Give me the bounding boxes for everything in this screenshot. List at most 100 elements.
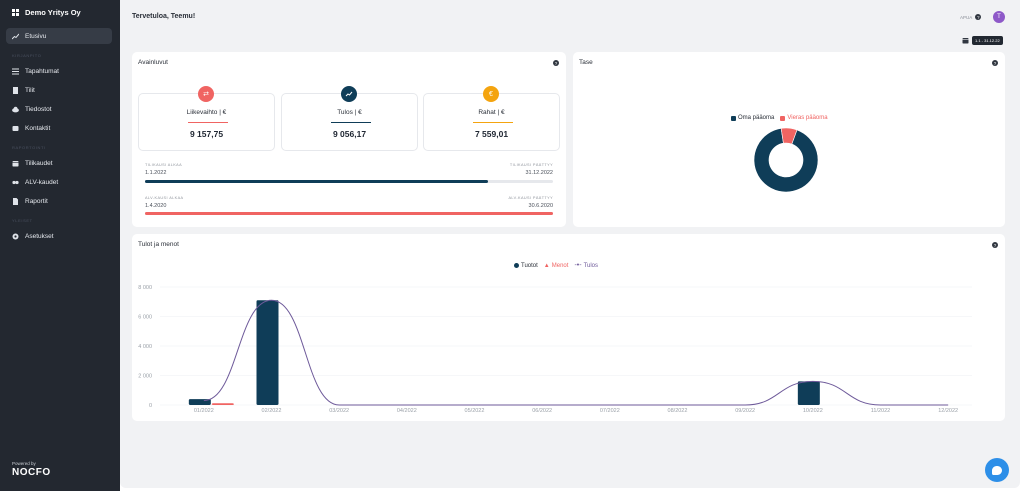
kpi-value: 9 157,75 (189, 129, 224, 139)
nocfo-logo: NOCFO (12, 467, 51, 478)
line-dot-icon: -•- (574, 262, 582, 269)
donut-slice[interactable] (753, 128, 819, 193)
legend-label: Tuotot (521, 262, 538, 269)
kpi-tulos: Tulos | € 9 056,17 (281, 86, 418, 151)
bar-tuotot[interactable] (256, 300, 279, 405)
x-tick-label: 12/2022 (938, 408, 958, 414)
sidebar-item-alv-kaudet[interactable]: ALV-kaudet (6, 174, 112, 190)
x-tick-label: 02/2022 (262, 408, 282, 414)
sidebar-item-label: Kontaktit (25, 124, 51, 132)
kpi-label: Rahat | € (478, 109, 505, 116)
card-title: Tulot ja menot (138, 241, 179, 248)
sidebar-item-tilit[interactable]: Tilit (6, 82, 112, 98)
question-icon[interactable]: ? (553, 60, 559, 66)
vat-end: 30.6.2020 (528, 203, 553, 209)
sidebar-item-tiedostot[interactable]: Tiedostot (6, 101, 112, 117)
vat-end-label: ALV-KAUSI PÄÄTTYY (508, 196, 553, 200)
period-end: 31.12.2022 (525, 170, 553, 176)
chart-legend: Tuotot ▲ Menot -•- Tulos (514, 262, 598, 269)
kpi-value: 7 559,01 (474, 129, 509, 139)
vat-progress-track (145, 212, 553, 215)
period-start: 1.1.2022 (145, 170, 167, 176)
legend-swatch (780, 115, 786, 121)
kpi-label: Liikevaihto | € (186, 109, 227, 116)
kpi-underline (331, 122, 371, 123)
x-tick-label: 03/2022 (329, 408, 349, 414)
page-title: Tervetuloa, Teemu! (132, 13, 196, 20)
vat-start: 1.4.2020 (145, 203, 167, 209)
x-tick-label: 09/2022 (735, 408, 755, 414)
chat-icon (992, 465, 1002, 475)
x-tick-label: 10/2022 (803, 408, 823, 414)
sidebar-item-tilikaudet[interactable]: Tilikaudet (6, 155, 112, 171)
list-icon (12, 68, 19, 75)
help-label: APUA (960, 14, 973, 20)
question-icon[interactable]: ? (992, 242, 998, 248)
question-icon: ? (975, 14, 982, 20)
gear-icon (12, 233, 19, 240)
sidebar-item-tapahtumat[interactable]: Tapahtumat (6, 63, 112, 79)
trend-icon (341, 86, 357, 102)
x-tick-label: 06/2022 (532, 408, 552, 414)
calendar-icon[interactable] (962, 37, 969, 44)
calendar-icon (12, 160, 19, 167)
legend-item[interactable]: Vieras pääoma (780, 115, 828, 121)
sidebar-item-etusivu[interactable]: Etusivu (6, 28, 112, 44)
section-label: YLEISET (12, 218, 33, 223)
euro-icon: € (483, 86, 499, 102)
income-expenses-chart: 0 2 000 4 000 6 000 8 000 01/2022 02/2022 03/20… (138, 285, 972, 414)
kpi-label: Tulos | € (337, 109, 362, 116)
card-title: Avainluvut (138, 59, 168, 66)
key-figures-card: Avainluvut ? ⇄ Liikevaihto | € 9 157,75 … (132, 52, 566, 227)
sidebar-item-label: Tapahtumat (25, 67, 59, 75)
balance-card: Tase ? Oma pääoma Vieras pääoma (573, 52, 1005, 227)
help-link[interactable]: APUA ? (960, 14, 982, 20)
legend-label: Oma pääoma (738, 115, 775, 121)
balance-donut-chart (753, 127, 819, 193)
report-icon (12, 197, 19, 205)
section-label: RAPORTOINTI (12, 145, 46, 150)
kpi-liikevaihto: ⇄ Liikevaihto | € 9 157,75 (138, 86, 275, 151)
legend-label: Menot (551, 262, 569, 269)
sidebar-item-label: Raportit (25, 197, 48, 205)
x-tick-label: 11/2022 (871, 408, 890, 414)
period-progress-fill (145, 180, 488, 183)
legend-item[interactable]: ▲ Menot (544, 263, 569, 269)
sidebar-item-asetukset[interactable]: Asetukset (6, 228, 112, 244)
bar-tuotot[interactable] (797, 381, 820, 405)
company-name: Demo Yritys Oy (25, 8, 81, 17)
sidebar-item-label: Tiedostot (25, 105, 52, 113)
avatar[interactable]: T (993, 11, 1005, 23)
x-tick-label: 01/2022 (194, 408, 214, 414)
y-tick-label: 2 000 (138, 374, 152, 380)
legend-item[interactable]: Tuotot (514, 263, 538, 269)
company-switcher[interactable]: Demo Yritys Oy (12, 8, 81, 17)
x-tick-label: 05/2022 (465, 408, 485, 414)
legend-item[interactable]: Oma pääoma (731, 115, 774, 121)
sidebar-item-raportit[interactable]: Raportit (6, 193, 112, 209)
kpi-underline (473, 122, 513, 123)
x-tick-label: 04/2022 (397, 408, 417, 414)
y-tick-label: 0 (149, 403, 152, 409)
y-tick-label: 6 000 (138, 315, 152, 321)
bar-menot[interactable] (211, 403, 234, 405)
period-progress-track (145, 180, 553, 183)
y-tick-label: 4 000 (138, 344, 152, 350)
sidebar-item-label: Etusivu (25, 32, 47, 40)
donut-slice[interactable] (780, 127, 798, 145)
x-tick-label: 08/2022 (668, 408, 688, 414)
balance-legend: Oma pääoma Vieras pääoma (731, 115, 828, 121)
sidebar-item-kontaktit[interactable]: Kontaktit (6, 120, 112, 136)
date-range-selector[interactable]: 1.1 - 31.12.22 (972, 36, 1003, 45)
grid-icon (12, 9, 19, 16)
line-tulos (203, 299, 949, 406)
legend-item[interactable]: -•- Tulos (574, 262, 598, 269)
cloud-icon (12, 106, 19, 113)
x-tick-label: 07/2022 (600, 408, 620, 414)
document-icon (12, 86, 19, 94)
question-icon[interactable]: ? (992, 60, 998, 66)
triangle-icon: ▲ (543, 262, 550, 269)
legend-swatch (514, 263, 519, 268)
kpi-rahat: € Rahat | € 7 559,01 (423, 86, 560, 151)
chat-button[interactable] (985, 458, 1009, 482)
